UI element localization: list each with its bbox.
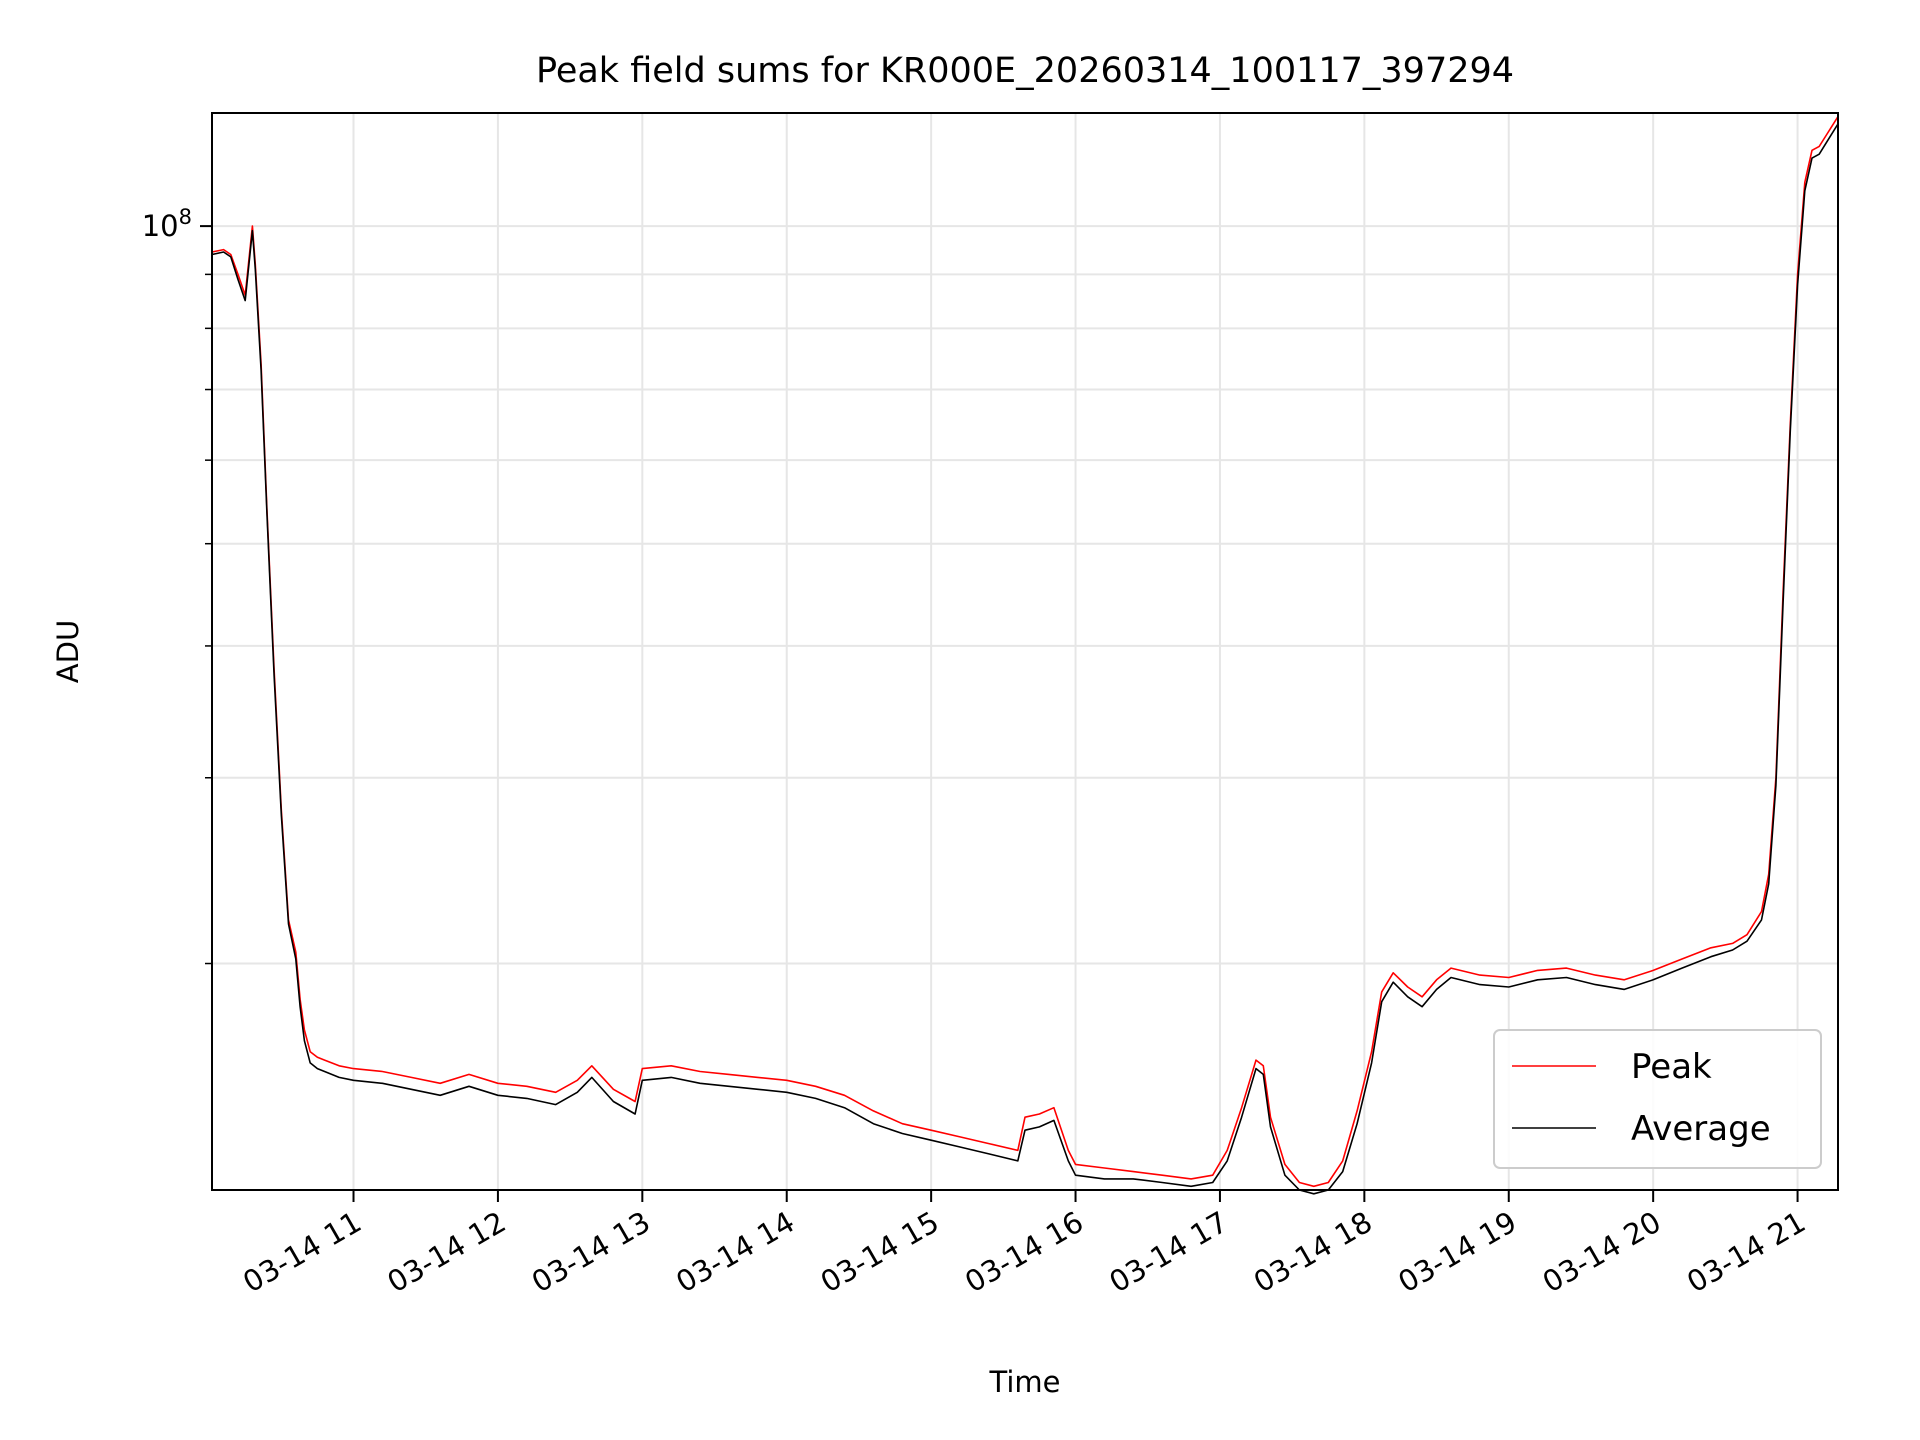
grid: [212, 113, 1838, 1190]
x-axis-title: Time: [989, 1365, 1061, 1399]
plot-series: [211, 116, 1839, 1195]
y-tick-label: 108: [142, 205, 192, 243]
legend-label-peak: Peak: [1631, 1047, 1712, 1087]
y-axis-title: ADU: [51, 620, 85, 683]
series-line-peak: [211, 116, 1839, 1188]
chart-title: Peak field sums for KR000E_20260314_1001…: [536, 51, 1514, 91]
legend-label-average: Average: [1631, 1109, 1771, 1149]
legend-box: [1493, 1029, 1822, 1169]
legend: Peak Average: [1493, 1029, 1822, 1169]
plot-area-frame: [211, 112, 1839, 1191]
series-line-average: [211, 123, 1839, 1195]
